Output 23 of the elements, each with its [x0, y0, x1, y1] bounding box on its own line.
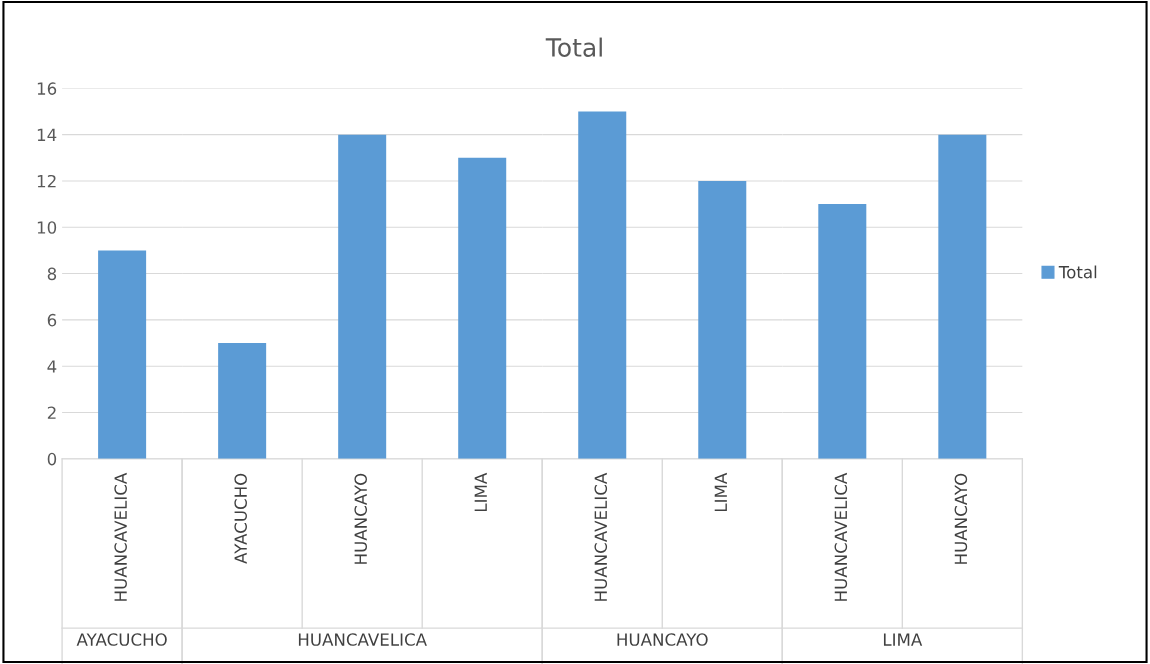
y-tick-label: 10 — [37, 221, 57, 234]
y-tick-label: 0 — [47, 452, 57, 466]
y-tick-label: 2 — [47, 406, 56, 419]
x-axis-title: HUANCAYO — [617, 633, 708, 646]
y-tick-label: 4 — [47, 360, 57, 373]
x-tick-label: HUANCAYO — [354, 473, 368, 564]
x-tick-label: AYACUCHO — [234, 473, 247, 564]
legend-label: Total — [1058, 265, 1097, 279]
x-tick-label: HUANCAVELICA — [594, 472, 608, 601]
y-tick-label: 6 — [47, 313, 57, 327]
y-tick-label: 16 — [37, 82, 57, 95]
x-tick-label: HUANCAVELICA — [114, 472, 127, 601]
x-axis-title: LIMA — [883, 633, 923, 646]
x-tick-label: HUANCAVELICA — [834, 472, 848, 601]
chart-title: Total — [545, 37, 602, 57]
x-tick-label: LIMA — [714, 472, 727, 512]
x-tick-label: LIMA — [474, 472, 487, 512]
y-tick-label: 12 — [37, 174, 56, 188]
x-axis-title: AYACUCHO — [76, 633, 167, 646]
y-tick-label: 14 — [37, 128, 57, 141]
x-tick-label: HUANCAYO — [954, 473, 968, 564]
x-axis-title: HUANCAVELICA — [298, 633, 427, 646]
y-tick-label: 8 — [47, 267, 57, 281]
